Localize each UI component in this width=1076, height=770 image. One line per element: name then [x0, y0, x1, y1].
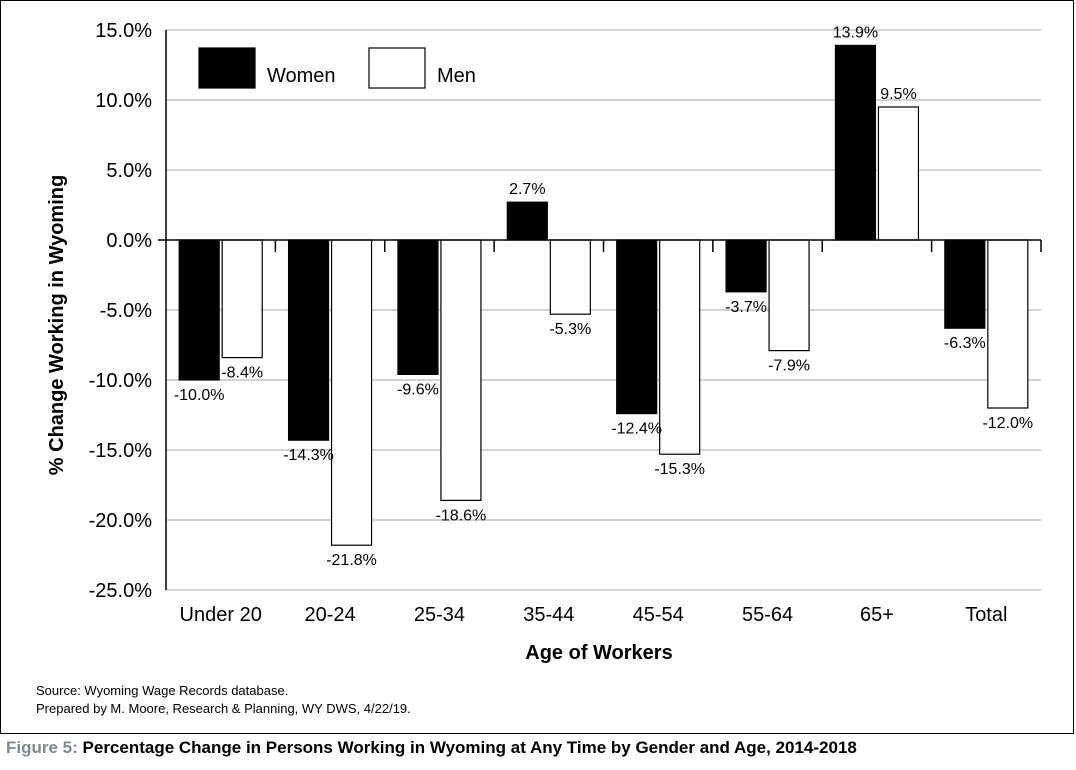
legend-swatch-men	[368, 47, 426, 89]
bar-women	[506, 201, 548, 241]
bar-men	[659, 239, 701, 455]
bar-women	[725, 239, 767, 293]
source-note: Source: Wyoming Wage Records database.	[36, 683, 289, 698]
bars	[178, 44, 1029, 546]
bar-men	[440, 239, 482, 501]
bar-women	[944, 239, 986, 329]
figure-title: Percentage Change in Persons Working in …	[77, 738, 857, 757]
prepared-note: Prepared by M. Moore, Research & Plannin…	[36, 701, 411, 716]
legend-swatch-women	[198, 47, 256, 89]
y-tick-label: -25.0%	[89, 580, 153, 602]
data-label: -7.9%	[768, 358, 810, 375]
data-label: -8.4%	[221, 365, 263, 382]
x-tick-label: Total	[965, 604, 1007, 626]
bar-men	[768, 239, 810, 352]
x-tick-label: 35-44	[523, 604, 574, 626]
figure-caption: Figure 5: Percentage Change in Persons W…	[6, 738, 857, 758]
y-tick-label: 10.0%	[95, 90, 152, 112]
y-tick-label: -5.0%	[100, 300, 152, 322]
data-label: -10.0%	[174, 387, 225, 404]
bar-women	[178, 239, 220, 381]
data-label: 13.9%	[833, 24, 878, 41]
data-labels: -10.0% -8.4% -14.3% -21.8% -9.6% -18.6% 2.7% -5…	[174, 24, 1033, 569]
bar-men	[987, 239, 1029, 409]
x-tick-label: Under 20	[180, 604, 262, 626]
legend-label-men: Men	[437, 65, 476, 87]
y-tick-label: 15.0%	[95, 20, 152, 42]
x-tick-label: 45-54	[633, 604, 684, 626]
y-tick-label: 5.0%	[106, 160, 152, 182]
data-label: -6.3%	[944, 335, 986, 352]
bar-women	[834, 44, 877, 241]
data-label: -3.7%	[725, 299, 767, 316]
x-tick-label: 25-34	[414, 604, 465, 626]
y-tick-label: 0.0%	[106, 230, 152, 252]
y-tick-label: -15.0%	[89, 440, 153, 462]
x-tick-label: 65+	[860, 604, 894, 626]
y-tick-label: -20.0%	[89, 510, 153, 532]
data-label: -21.8%	[326, 552, 377, 569]
bar-men	[549, 239, 591, 315]
data-label: -9.6%	[397, 381, 439, 398]
data-label: 2.7%	[509, 181, 545, 198]
data-label: -18.6%	[436, 507, 487, 524]
chart-frame	[0, 0, 1074, 734]
bar-chart: 15.0% 10.0% 5.0% 0.0% -5.0% -10.0% -15.0% -20.0…	[46, 20, 1042, 664]
bar-men	[330, 239, 373, 546]
data-label: -12.0%	[982, 415, 1033, 432]
y-axis-label: % Change Working in Wyoming	[46, 175, 68, 475]
x-tick-labels: Under 20 20-24 25-34 35-44 45-54 55-64 65+ Tota…	[180, 604, 1008, 626]
data-label: -5.3%	[549, 321, 591, 338]
x-tick-label: 20-24	[304, 604, 355, 626]
bar-women	[287, 239, 330, 441]
bar-men	[221, 239, 263, 359]
data-label: -15.3%	[654, 461, 705, 478]
legend: Women Men	[198, 47, 476, 89]
data-label: -14.3%	[283, 447, 334, 464]
legend-label-women: Women	[267, 65, 336, 87]
bar-men	[877, 106, 920, 241]
y-tick-label: -10.0%	[89, 370, 153, 392]
figure-number: Figure 5:	[6, 738, 78, 757]
bar-women	[397, 239, 439, 375]
bar-women	[616, 239, 658, 415]
y-tick-labels: 15.0% 10.0% 5.0% 0.0% -5.0% -10.0% -15.0% -20.0…	[89, 20, 153, 602]
data-label: 9.5%	[880, 86, 916, 103]
x-axis-label: Age of Workers	[525, 642, 672, 664]
x-tick-label: 55-64	[742, 604, 793, 626]
axes	[158, 30, 1042, 590]
data-label: -12.4%	[611, 421, 662, 438]
